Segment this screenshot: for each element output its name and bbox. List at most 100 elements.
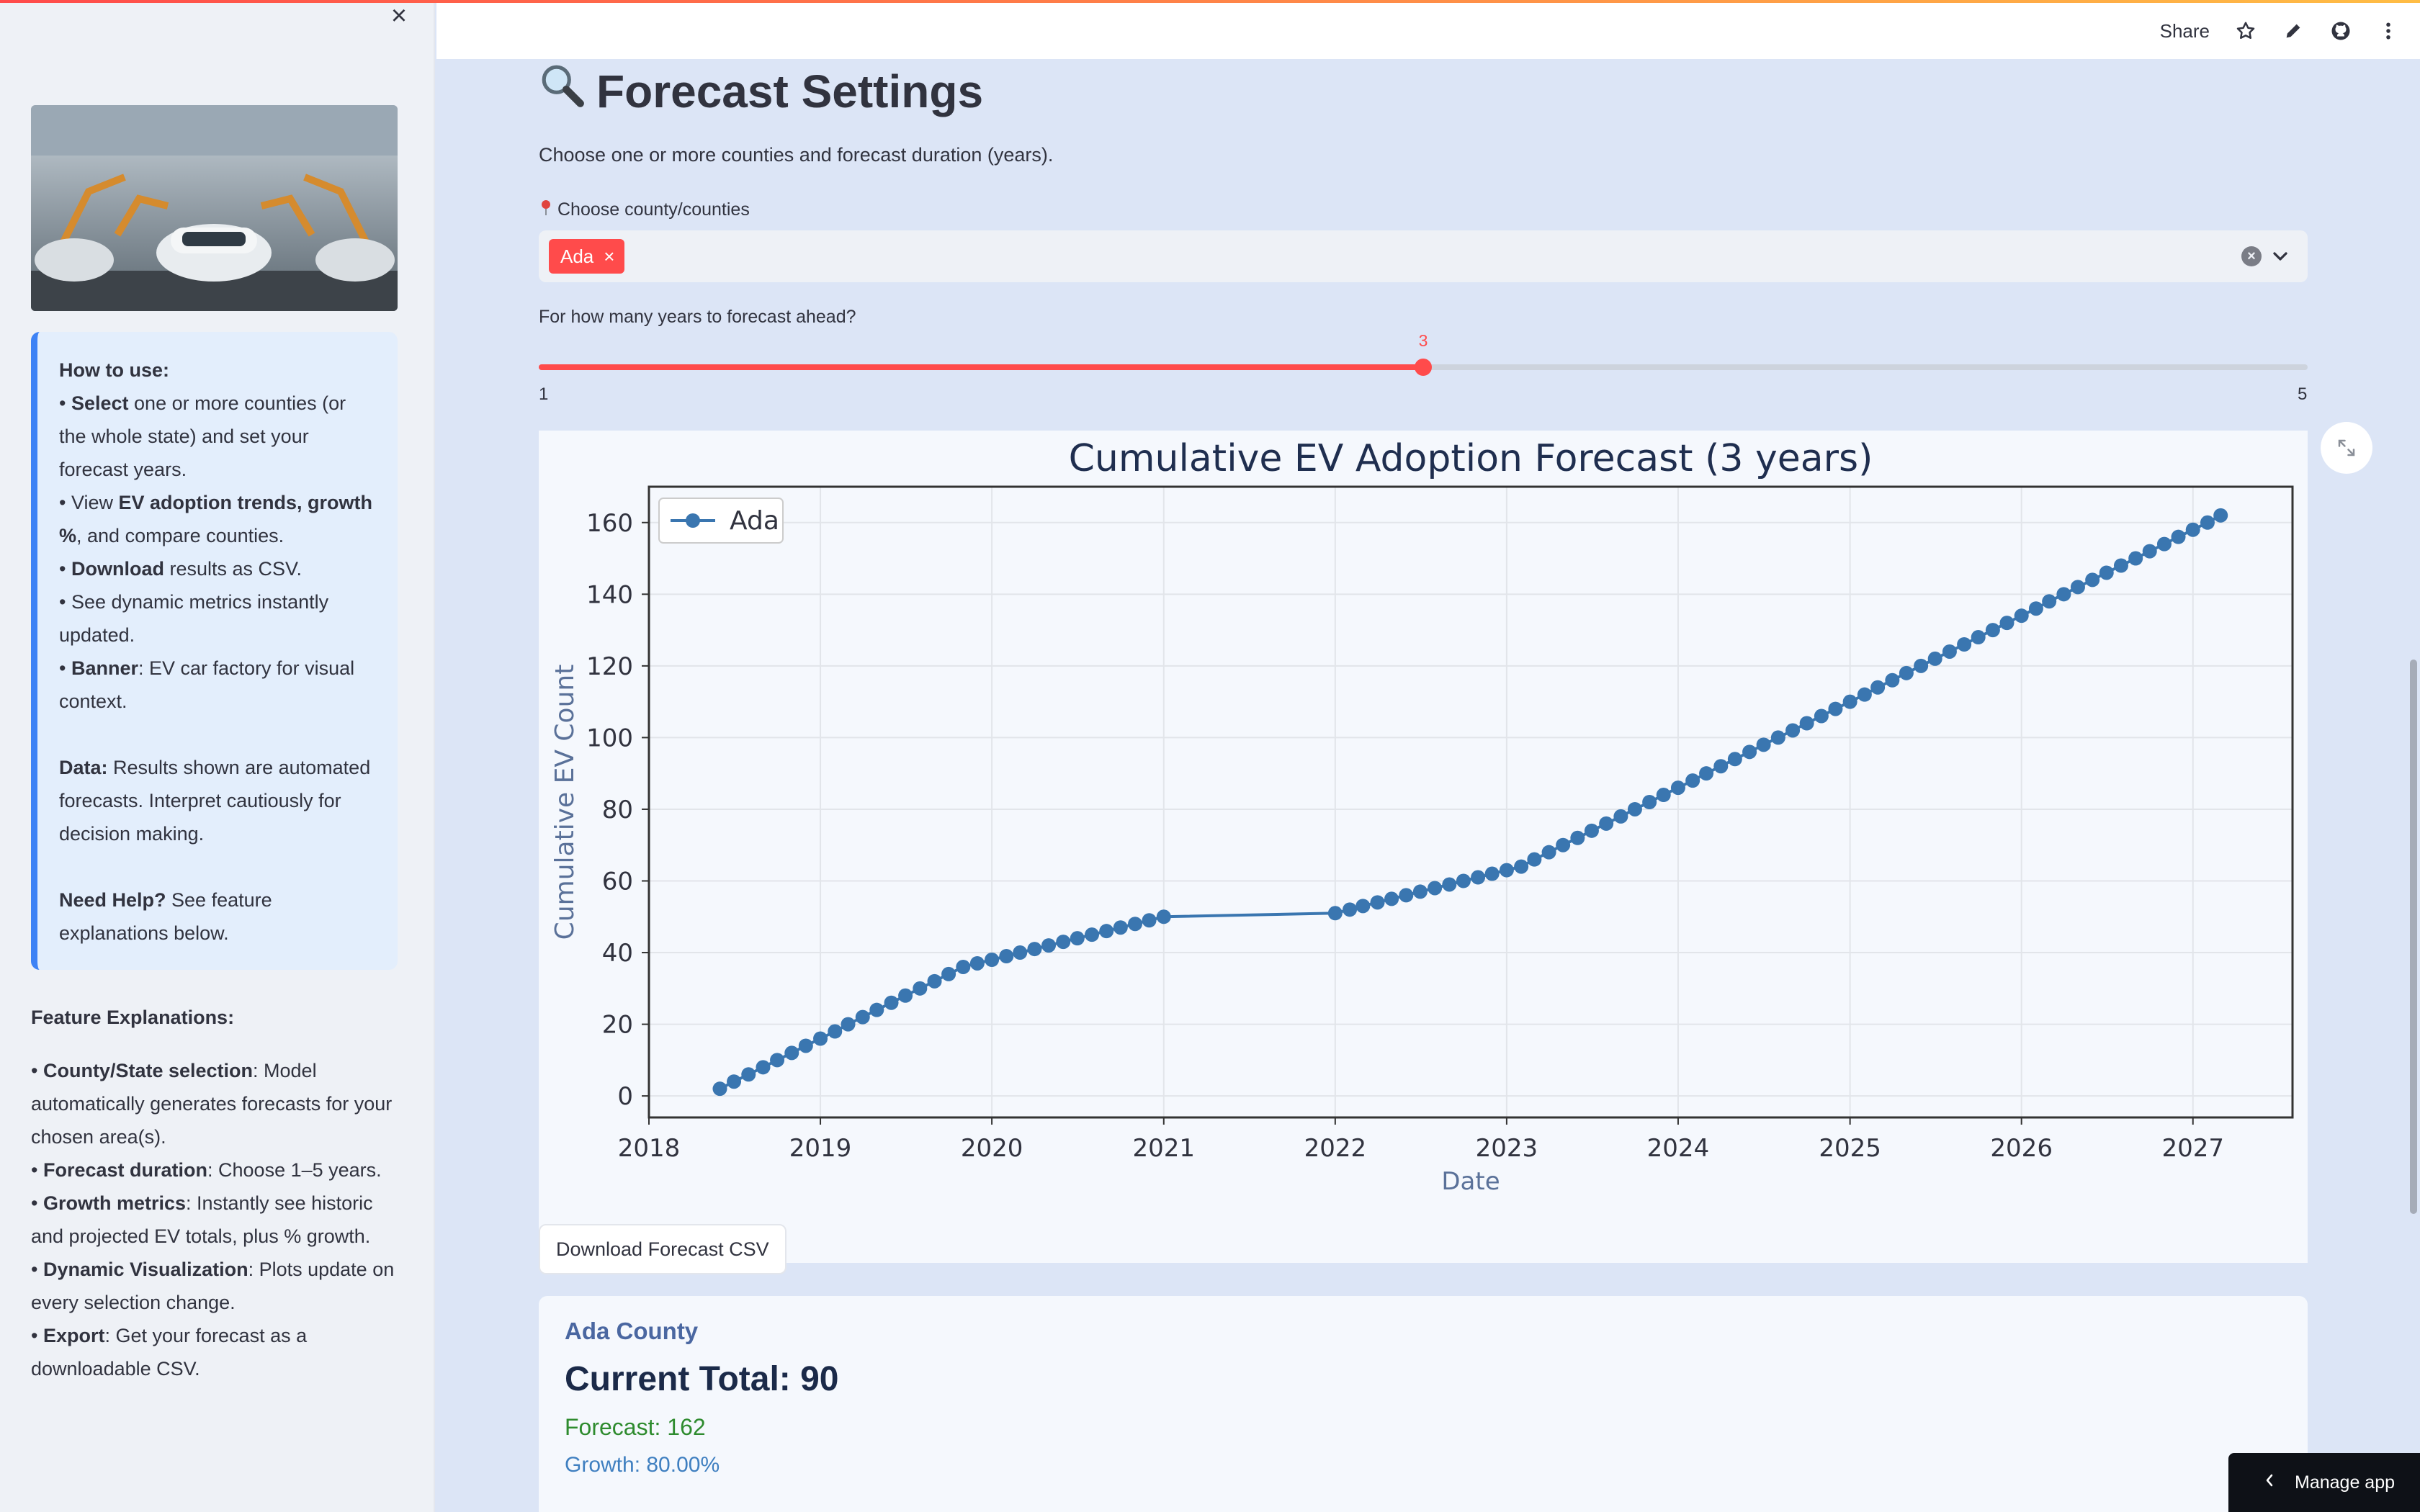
- edit-icon[interactable]: [2282, 19, 2305, 42]
- share-button[interactable]: Share: [2159, 19, 2210, 42]
- scrollbar[interactable]: [2410, 660, 2417, 1214]
- data-point: [2185, 522, 2200, 537]
- data-point: [1570, 830, 1585, 845]
- data-point: [1013, 945, 1028, 960]
- data-point: [985, 953, 1000, 967]
- data-point: [1613, 809, 1628, 824]
- data-point: [1499, 863, 1514, 878]
- data-point: [941, 966, 956, 981]
- clear-selection-icon[interactable]: ×: [2241, 246, 2262, 266]
- data-point: [2156, 536, 2172, 552]
- feature-explanations: Feature Explanations: • County/State sel…: [31, 1001, 405, 1385]
- data-point: [1142, 913, 1157, 928]
- data-point: [1370, 895, 1385, 910]
- data-point: [1599, 816, 1614, 831]
- howto-item: • View EV adoption trends, growth %, and…: [59, 492, 373, 546]
- data-point: [2171, 529, 2186, 544]
- slider-thumb[interactable]: [1415, 359, 1432, 376]
- feature-item: • County/State selection: Model automati…: [31, 1060, 393, 1148]
- data-point: [784, 1045, 799, 1061]
- years-label: For how many years to forecast ahead?: [539, 307, 856, 327]
- close-sidebar-icon[interactable]: ×: [390, 1, 408, 31]
- x-axis-label: Date: [1441, 1167, 1500, 1196]
- data-point: [2113, 558, 2128, 573]
- years-slider[interactable]: 3: [539, 331, 2308, 376]
- data-point: [1670, 780, 1685, 796]
- data-point: [927, 973, 942, 989]
- data-point: [1070, 931, 1085, 946]
- data-point: [1471, 870, 1486, 885]
- slider-max-label: 5: [2298, 384, 2308, 404]
- data-point: [828, 1024, 843, 1039]
- feature-item: • Growth metrics: Instantly see historic…: [31, 1192, 373, 1247]
- data-point: [2128, 551, 2143, 566]
- data-point: [1514, 859, 1529, 874]
- sidebar: × How to use: • Select one or more count: [0, 0, 435, 1512]
- legend-marker: [686, 513, 700, 528]
- download-csv-button[interactable]: Download Forecast CSV: [539, 1224, 786, 1274]
- data-point: [1428, 881, 1443, 896]
- slider-value: 3: [1418, 331, 1428, 350]
- data-point: [1685, 773, 1700, 788]
- data-point: [2142, 544, 2157, 559]
- y-tick-label: 160: [586, 509, 633, 538]
- data-point: [1770, 730, 1785, 745]
- x-tick-label: 2023: [1476, 1134, 1538, 1163]
- more-icon[interactable]: [2377, 19, 2400, 42]
- star-icon[interactable]: [2234, 19, 2257, 42]
- pin-icon: [539, 199, 553, 221]
- x-tick-label: 2020: [961, 1134, 1023, 1163]
- data-point: [1412, 884, 1428, 899]
- github-icon[interactable]: [2329, 19, 2352, 42]
- banner-image: [31, 105, 398, 311]
- x-tick-label: 2027: [2161, 1134, 2224, 1163]
- x-tick-label: 2018: [618, 1134, 681, 1163]
- card-current-total: Current Total: 90: [565, 1360, 839, 1398]
- data-point: [798, 1038, 813, 1053]
- data-point: [2085, 572, 2100, 588]
- y-axis-label: Cumulative EV Count: [550, 665, 580, 940]
- data-point: [1828, 701, 1843, 716]
- y-tick-label: 40: [602, 939, 633, 968]
- card-forecast: Forecast: 162: [565, 1414, 706, 1440]
- y-tick-label: 0: [617, 1082, 633, 1111]
- manage-app-button[interactable]: Manage app: [2228, 1453, 2420, 1512]
- feature-item: • Forecast duration: Choose 1–5 years.: [31, 1159, 382, 1181]
- plot-frame: [647, 485, 2294, 1119]
- data-point: [770, 1053, 785, 1068]
- fullscreen-icon[interactable]: [2321, 422, 2372, 474]
- data-point: [1927, 651, 1942, 666]
- howto-item: • Banner: EV car factory for visual cont…: [59, 657, 355, 712]
- data-point: [1584, 823, 1599, 838]
- data-point: [1713, 759, 1729, 774]
- data-point: [1642, 795, 1657, 809]
- data-point: [1343, 902, 1358, 917]
- data-point: [1727, 752, 1742, 767]
- data-point: [884, 995, 899, 1010]
- county-multiselect[interactable]: Ada × ×: [539, 230, 2308, 282]
- help-note: Need Help? See feature explanations belo…: [59, 889, 272, 944]
- county-select-label: Choose county/counties: [539, 199, 750, 221]
- card-county-name: Ada County: [565, 1318, 699, 1344]
- data-point: [756, 1060, 771, 1075]
- data-point: [1842, 694, 1857, 709]
- data-point: [1814, 708, 1829, 724]
- chevron-down-icon[interactable]: [2269, 245, 2292, 268]
- data-point: [1128, 917, 1143, 932]
- remove-tag-icon[interactable]: ×: [604, 245, 615, 267]
- howto-item: • See dynamic metrics instantly updated.: [59, 591, 329, 646]
- feature-title: Feature Explanations:: [31, 1007, 235, 1028]
- data-point: [1384, 891, 1399, 906]
- selected-county-tag[interactable]: Ada ×: [549, 239, 625, 274]
- data-point: [1785, 723, 1801, 738]
- data-point: [1399, 888, 1414, 903]
- app-header: Share: [436, 3, 2420, 59]
- x-tick-label: 2026: [1990, 1134, 2053, 1163]
- howto-item: • Download results as CSV.: [59, 558, 302, 580]
- data-point: [1456, 873, 1471, 888]
- forecast-chart: Cumulative EV Adoption Forecast (3 years…: [539, 431, 2308, 1263]
- series-line: [719, 514, 2222, 1090]
- data-point: [969, 955, 985, 971]
- data-point: [1971, 630, 1986, 645]
- data-point: [855, 1009, 870, 1025]
